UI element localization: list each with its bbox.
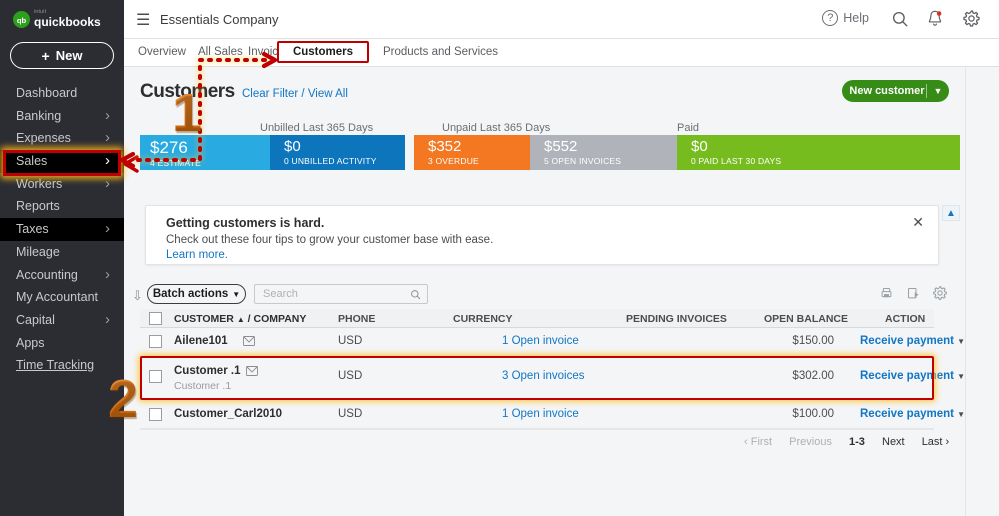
svg-text:qb: qb (17, 16, 27, 25)
